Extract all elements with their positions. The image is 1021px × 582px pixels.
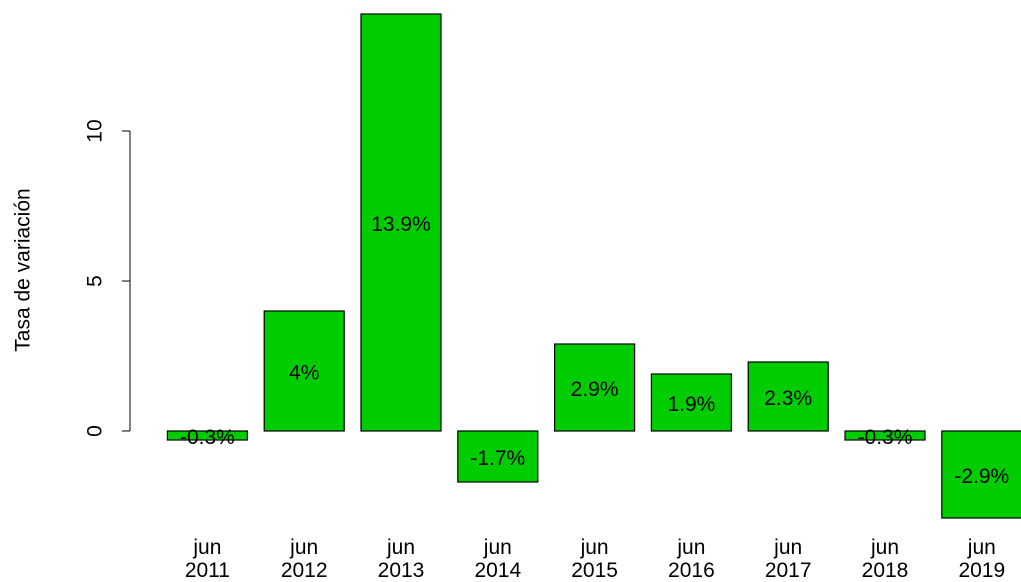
value-label: 13.9% [371, 213, 431, 236]
y-tick-label: 10 [84, 119, 107, 142]
value-label: 4% [289, 362, 319, 385]
bar [941, 430, 1021, 519]
value-label: 1.9% [667, 393, 715, 416]
y-axis-label: Tasa de variación [12, 188, 35, 351]
bar [166, 430, 248, 441]
x-tick-label: jun 2018 [862, 536, 909, 582]
x-tick-label: jun 2016 [668, 536, 715, 582]
y-tick-label: 0 [84, 425, 107, 437]
value-label: -2.9% [954, 465, 1009, 488]
bar [457, 430, 539, 483]
x-tick-label: jun 2011 [185, 536, 230, 582]
value-label: -0.3% [180, 426, 235, 449]
bar [650, 373, 733, 432]
value-label: -1.7% [470, 447, 525, 470]
value-label: 2.3% [764, 387, 812, 410]
x-tick-label: jun 2017 [765, 536, 812, 582]
value-label: -0.3% [858, 426, 913, 449]
x-tick-label: jun 2012 [281, 536, 328, 582]
x-tick-label: jun 2019 [958, 536, 1005, 582]
x-tick-label: jun 2013 [378, 536, 425, 582]
x-tick-label: jun 2014 [474, 536, 521, 582]
x-tick-label: jun 2015 [571, 536, 618, 582]
bar [263, 310, 345, 432]
y-tick-label: 5 [84, 275, 107, 287]
bar [747, 361, 829, 432]
bar [844, 430, 926, 441]
bar [553, 343, 636, 432]
bar [360, 13, 442, 432]
value-label: 2.9% [571, 378, 619, 401]
